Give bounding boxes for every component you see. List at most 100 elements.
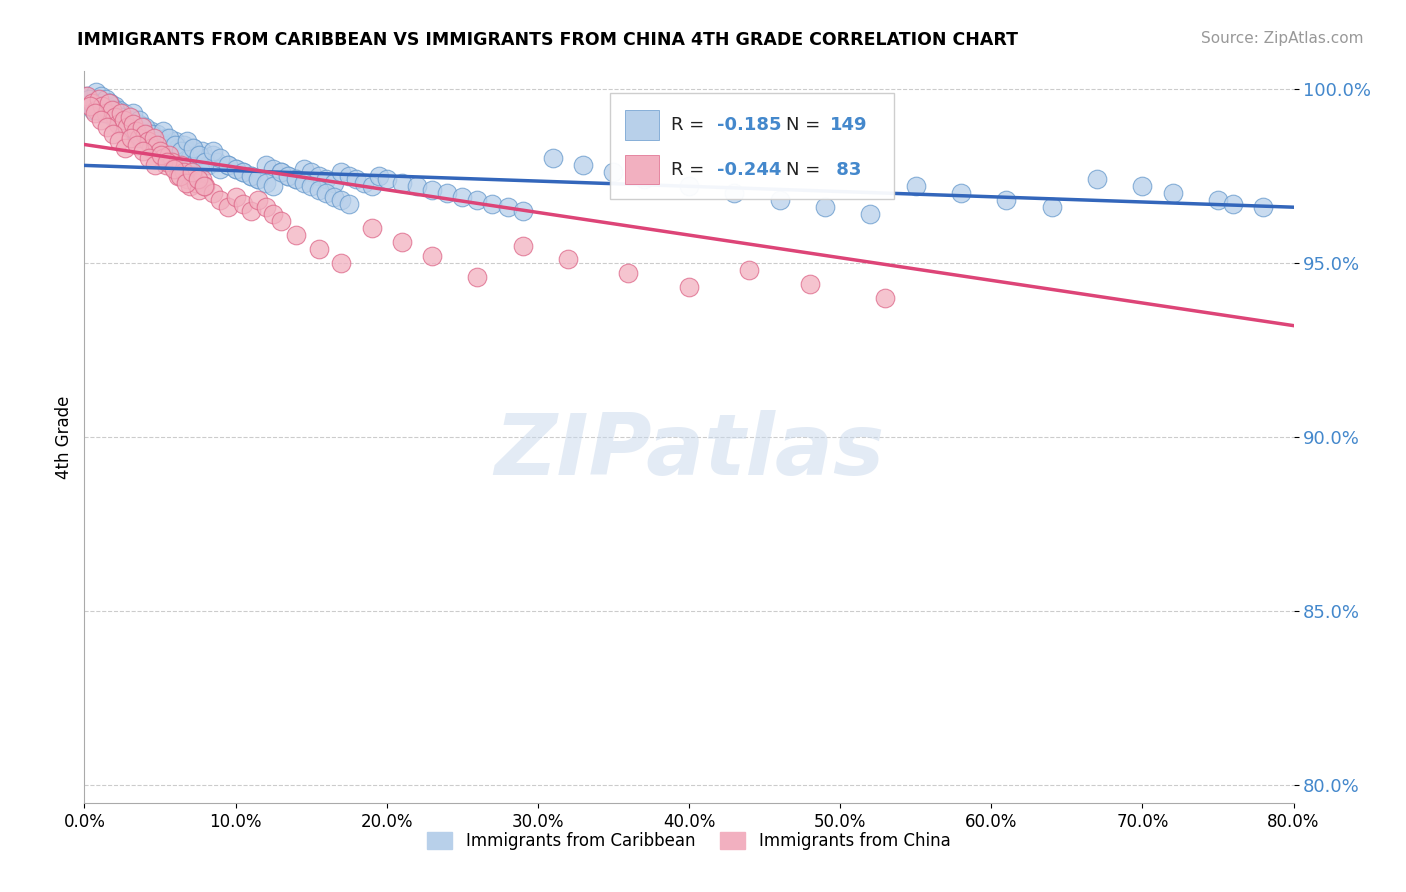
Point: [191, 172, 214, 186]
Point: [360, 179, 382, 194]
Point: [191, 145, 214, 159]
Point: [131, 120, 153, 134]
Point: [76, 88, 98, 103]
Point: [165, 134, 187, 148]
Point: [98, 95, 121, 110]
Point: [167, 169, 190, 183]
Point: [146, 137, 169, 152]
Text: R =: R =: [671, 116, 710, 134]
Point: [904, 179, 927, 194]
Point: [481, 196, 503, 211]
Point: [285, 228, 308, 243]
Point: [186, 148, 208, 162]
Point: [179, 179, 201, 194]
Point: [128, 117, 150, 131]
Point: [114, 141, 136, 155]
Point: [197, 158, 219, 172]
Point: [277, 169, 299, 183]
Point: [94, 106, 117, 120]
Point: [112, 106, 135, 120]
Point: [93, 103, 115, 117]
Point: [391, 176, 413, 190]
Point: [270, 165, 292, 179]
Point: [950, 186, 973, 201]
Point: [299, 179, 322, 194]
Point: [467, 193, 489, 207]
Point: [1253, 200, 1275, 214]
Point: [100, 103, 122, 117]
Point: [118, 110, 141, 124]
Point: [174, 176, 197, 190]
Point: [436, 186, 458, 201]
Point: [139, 141, 162, 155]
Point: [337, 196, 360, 211]
Point: [209, 193, 232, 207]
Point: [146, 134, 169, 148]
Point: [225, 190, 247, 204]
Point: [169, 169, 191, 183]
Point: [84, 99, 107, 113]
Point: [209, 152, 232, 166]
Point: [512, 238, 534, 252]
Point: [127, 127, 149, 141]
Point: [157, 148, 180, 162]
Text: N =: N =: [786, 116, 825, 134]
Point: [270, 214, 292, 228]
Point: [678, 280, 700, 294]
Point: [254, 200, 277, 214]
Point: [157, 130, 180, 145]
Point: [115, 117, 138, 131]
Text: N =: N =: [786, 161, 825, 178]
Point: [170, 158, 193, 172]
Point: [1085, 172, 1108, 186]
Point: [155, 130, 177, 145]
Point: [1161, 186, 1184, 201]
Point: [239, 203, 262, 218]
Point: [90, 88, 112, 103]
Point: [128, 130, 150, 145]
Point: [391, 235, 413, 249]
Point: [160, 155, 183, 169]
Point: [136, 134, 159, 148]
Point: [1222, 196, 1244, 211]
Point: [128, 113, 150, 128]
Point: [308, 183, 330, 197]
Point: [859, 207, 882, 221]
Point: [93, 106, 115, 120]
Point: [141, 130, 163, 145]
Point: [89, 92, 111, 106]
Point: [247, 172, 270, 186]
Point: [217, 200, 239, 214]
Point: [115, 120, 138, 134]
Point: [814, 200, 837, 214]
Point: [138, 152, 160, 166]
Point: [187, 172, 209, 186]
Point: [142, 130, 165, 145]
Point: [315, 186, 337, 201]
Point: [194, 179, 217, 194]
Point: [179, 152, 201, 166]
Point: [167, 141, 190, 155]
Point: [176, 172, 198, 186]
Point: [181, 169, 204, 183]
Point: [173, 165, 195, 179]
Point: [451, 190, 474, 204]
Point: [91, 99, 114, 113]
Point: [170, 148, 193, 162]
Point: [346, 172, 368, 186]
Point: [104, 110, 127, 124]
Point: [86, 85, 108, 99]
Point: [150, 148, 173, 162]
Point: [77, 92, 100, 106]
Text: R =: R =: [671, 161, 710, 178]
Point: [149, 134, 172, 148]
Point: [557, 252, 579, 267]
Point: [87, 92, 110, 106]
Point: [633, 172, 655, 186]
Point: [105, 106, 128, 120]
Point: [79, 95, 101, 110]
Point: [496, 200, 519, 214]
Point: [225, 161, 247, 176]
Point: [360, 221, 382, 235]
Point: [176, 134, 198, 148]
